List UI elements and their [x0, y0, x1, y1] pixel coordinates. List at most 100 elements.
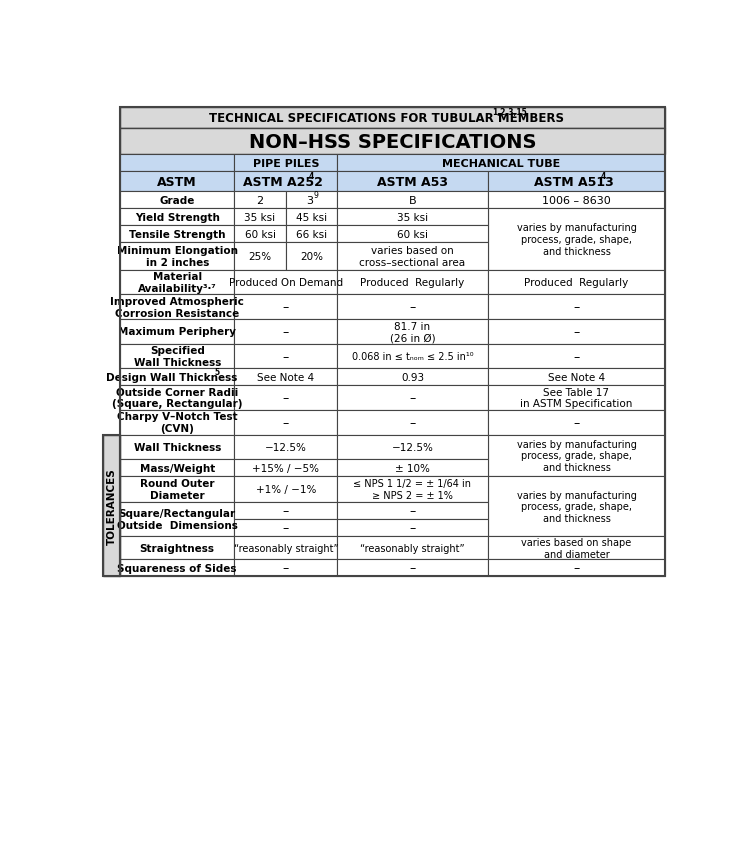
- Bar: [120, 243, 234, 270]
- Text: 45 ksi: 45 ksi: [296, 213, 327, 223]
- Text: ASTM A252: ASTM A252: [243, 176, 322, 188]
- Text: Outside Corner Radii
(Square, Rectangular): Outside Corner Radii (Square, Rectangula…: [112, 387, 242, 409]
- Bar: [338, 295, 488, 320]
- Bar: [488, 477, 665, 537]
- Text: Material
Availability³‧⁷: Material Availability³‧⁷: [138, 272, 217, 294]
- Text: Produced  Regularly: Produced Regularly: [524, 278, 628, 288]
- Bar: [488, 270, 665, 295]
- Text: varies by manufacturing
process, grade, shape,
and thickness: varies by manufacturing process, grade, …: [517, 439, 637, 473]
- Text: 2: 2: [256, 196, 263, 205]
- Bar: [488, 369, 665, 386]
- Text: ≤ NPS 1 1/2 = ± 1/64 in
≥ NPS 2 = ± 1%: ≤ NPS 1 1/2 = ± 1/64 in ≥ NPS 2 = ± 1%: [353, 479, 472, 500]
- Bar: [234, 320, 338, 344]
- Text: ASTM A53: ASTM A53: [377, 176, 448, 188]
- Text: Improved Atmospheric
Corrosion Resistance: Improved Atmospheric Corrosion Resistanc…: [110, 296, 245, 318]
- Bar: [338, 344, 488, 369]
- Bar: [120, 155, 234, 172]
- Bar: [120, 192, 234, 209]
- Bar: [120, 320, 234, 344]
- Text: 9: 9: [313, 191, 318, 199]
- Text: varies based on shape
and diameter: varies based on shape and diameter: [521, 538, 632, 559]
- Text: varies based on
cross–sectional area: varies based on cross–sectional area: [359, 246, 466, 268]
- Bar: [338, 172, 488, 192]
- Text: Tensile Strength: Tensile Strength: [129, 230, 226, 240]
- Text: Mass/Weight: Mass/Weight: [140, 463, 214, 473]
- Bar: [338, 320, 488, 344]
- Text: –: –: [283, 522, 289, 534]
- Bar: [338, 537, 488, 560]
- Text: Minimum Elongation
in 2 inches: Minimum Elongation in 2 inches: [117, 246, 238, 268]
- Bar: [488, 410, 665, 435]
- Text: 66 ksi: 66 ksi: [296, 230, 327, 240]
- Bar: [104, 435, 120, 576]
- Bar: [338, 243, 488, 270]
- Text: PIPE PILES: PIPE PILES: [253, 159, 319, 169]
- Text: See Note 4: See Note 4: [257, 372, 314, 382]
- Bar: [120, 386, 234, 410]
- Text: −12.5%: −12.5%: [392, 442, 433, 452]
- Text: –: –: [410, 392, 416, 404]
- Bar: [234, 155, 338, 172]
- Text: –: –: [573, 561, 580, 575]
- Text: –: –: [410, 416, 416, 430]
- Bar: [120, 129, 665, 155]
- Bar: [488, 344, 665, 369]
- Text: –: –: [283, 392, 289, 404]
- Bar: [234, 192, 286, 209]
- Text: Produced  Regularly: Produced Regularly: [360, 278, 464, 288]
- Bar: [120, 503, 234, 537]
- Bar: [120, 410, 234, 435]
- Bar: [488, 192, 665, 209]
- Text: –: –: [410, 522, 416, 534]
- Bar: [338, 460, 488, 477]
- Text: Straightness: Straightness: [140, 544, 214, 553]
- Text: TOLERANCES: TOLERANCES: [106, 468, 117, 544]
- Bar: [488, 172, 665, 192]
- Text: ASTM: ASTM: [158, 176, 197, 188]
- Text: “reasonably straight”: “reasonably straight”: [360, 544, 465, 553]
- Bar: [120, 209, 234, 226]
- Bar: [234, 435, 338, 460]
- Text: –: –: [283, 416, 289, 430]
- Bar: [104, 435, 120, 576]
- Text: 35 ksi: 35 ksi: [244, 213, 275, 223]
- Bar: [234, 520, 338, 537]
- Text: –: –: [283, 350, 289, 363]
- Bar: [120, 435, 234, 460]
- Text: –: –: [283, 561, 289, 575]
- Text: 35 ksi: 35 ksi: [397, 213, 428, 223]
- Text: varies by manufacturing
process, grade, shape,
and thickness: varies by manufacturing process, grade, …: [517, 490, 637, 523]
- Bar: [234, 386, 338, 410]
- Text: ASTM A513: ASTM A513: [533, 176, 614, 188]
- Text: –: –: [573, 350, 580, 363]
- Text: 60 ksi: 60 ksi: [397, 230, 428, 240]
- Text: –: –: [283, 326, 289, 338]
- Text: 1,2,3,15: 1,2,3,15: [493, 108, 527, 117]
- Text: Charpy V–Notch Test
(CVN): Charpy V–Notch Test (CVN): [117, 412, 238, 434]
- Text: –: –: [283, 301, 289, 314]
- Text: –: –: [283, 505, 289, 517]
- Bar: [234, 410, 338, 435]
- Text: –: –: [410, 561, 416, 575]
- Bar: [488, 537, 665, 560]
- Bar: [488, 295, 665, 320]
- Bar: [120, 537, 234, 560]
- Bar: [234, 477, 338, 503]
- Text: –: –: [573, 416, 580, 430]
- Bar: [286, 243, 338, 270]
- Text: –: –: [410, 301, 416, 314]
- Bar: [338, 155, 665, 172]
- Bar: [120, 226, 234, 243]
- Bar: [234, 172, 338, 192]
- Bar: [338, 270, 488, 295]
- Bar: [234, 295, 338, 320]
- Text: Wall Thickness: Wall Thickness: [134, 442, 221, 452]
- Text: 0.068 in ≤ tₙₒₘ ≤ 2.5 in¹⁰: 0.068 in ≤ tₙₒₘ ≤ 2.5 in¹⁰: [352, 352, 473, 361]
- Text: Design Wall Thickness: Design Wall Thickness: [106, 372, 238, 382]
- Text: ± 10%: ± 10%: [395, 463, 430, 473]
- Bar: [286, 192, 338, 209]
- Text: Square/Rectangular
Outside  Dimensions: Square/Rectangular Outside Dimensions: [117, 509, 238, 530]
- Bar: [338, 192, 488, 209]
- Text: 4: 4: [308, 171, 314, 181]
- Bar: [338, 386, 488, 410]
